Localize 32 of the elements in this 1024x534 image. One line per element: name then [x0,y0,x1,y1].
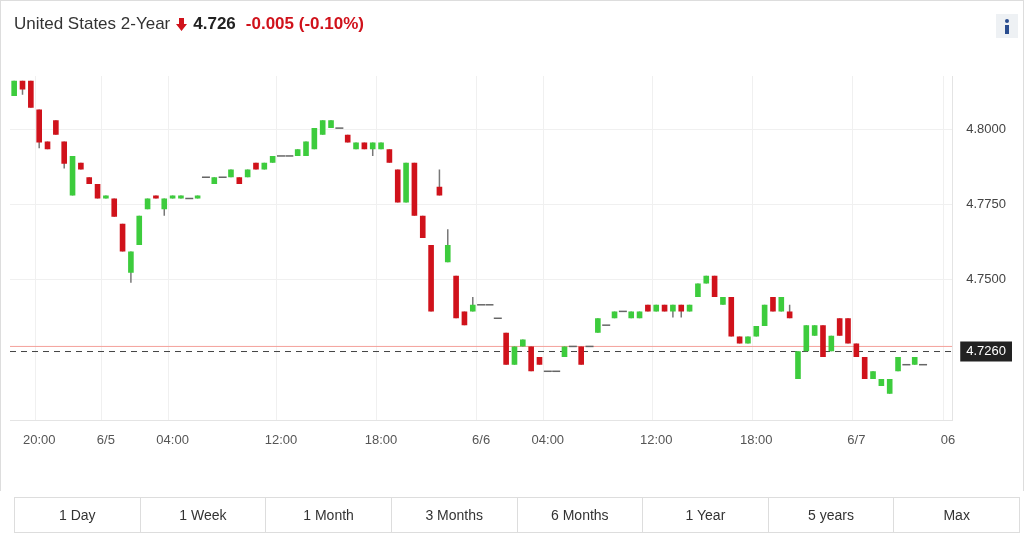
x-tick-label: 06 [940,431,956,447]
y-tick-label: 4.7750 [966,196,1006,212]
text: 4.726 [193,14,236,34]
text: 1 Month [266,498,392,532]
x-tick-label: 6/7 [847,431,866,447]
text: 6 Months [517,498,644,532]
chart-title: United States 2-Year [14,14,171,34]
candlestick [111,197,118,218]
x-tick-label: 6/5 [96,431,115,447]
y-tick-label: 4.7500 [966,271,1006,287]
x-tick-label: 04:00 [531,431,565,447]
x-tick-label: 18:00 [740,431,773,447]
candlestick [61,140,68,170]
text: 1 Week [140,498,267,532]
y-tick-label: 4.8000 [966,121,1006,137]
x-tick-label: 6/6 [472,431,491,447]
text: 3 Months [391,498,518,532]
x-tick-label: 04:00 [156,431,189,447]
text: -0.005 (-0.10%) [245,14,364,34]
text: 1 Day [15,498,141,532]
text: Max [942,506,971,525]
candlestick [578,345,584,366]
text: 5 years [768,498,895,532]
x-tick-label: 12:00 [264,431,298,447]
x-tick-label: 18:00 [364,431,398,447]
text: 1 Year [643,498,769,532]
x-tick-label: 20:00 [22,431,56,447]
candlestick [511,345,518,366]
x-tick-label: 12:00 [639,431,673,447]
candlestick [444,228,451,264]
candlestick [128,250,134,284]
ref-line-label: 4.7260 [966,343,1006,359]
